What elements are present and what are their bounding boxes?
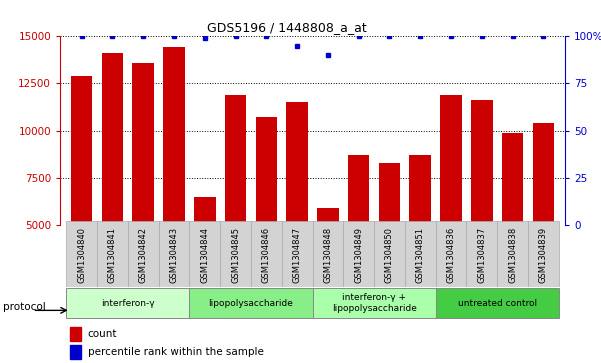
Bar (528, 221, 559, 287)
Bar (405, 221, 436, 287)
Bar (225, 95, 246, 225)
Bar (159, 221, 189, 287)
Bar (194, 197, 216, 225)
Bar (163, 47, 185, 225)
Text: GSM1304836: GSM1304836 (447, 227, 456, 283)
Text: GSM1304849: GSM1304849 (354, 227, 363, 283)
Bar (66, 221, 97, 287)
Bar (255, 118, 277, 225)
Bar (532, 123, 554, 225)
Text: GSM1304845: GSM1304845 (231, 227, 240, 283)
Text: GSM1304851: GSM1304851 (416, 227, 425, 283)
Bar (497, 221, 528, 287)
Text: GSM1304844: GSM1304844 (200, 227, 209, 283)
Bar (441, 95, 462, 225)
Bar (132, 63, 154, 225)
Bar (436, 221, 466, 287)
Bar (502, 132, 523, 225)
Text: GSM1304838: GSM1304838 (508, 227, 517, 283)
Text: GSM1304846: GSM1304846 (262, 227, 271, 283)
Text: lipopolysaccharide: lipopolysaccharide (209, 299, 293, 307)
Bar (220, 221, 251, 287)
Bar (317, 208, 339, 225)
Text: GSM1304839: GSM1304839 (539, 227, 548, 283)
Bar (66, 288, 189, 318)
Text: GSM1304848: GSM1304848 (323, 227, 332, 283)
Bar (466, 221, 497, 287)
Bar (348, 155, 370, 225)
Text: GSM1304843: GSM1304843 (169, 227, 178, 283)
Bar (313, 221, 343, 287)
Bar (379, 163, 400, 225)
Bar (71, 76, 93, 225)
Bar (70, 327, 81, 341)
Bar (97, 221, 128, 287)
Bar (374, 221, 405, 287)
Text: GSM1304837: GSM1304837 (477, 227, 486, 283)
Text: GSM1304840: GSM1304840 (77, 227, 86, 283)
Text: GSM1304847: GSM1304847 (293, 227, 302, 283)
Bar (409, 155, 431, 225)
Text: percentile rank within the sample: percentile rank within the sample (88, 347, 264, 357)
Bar (313, 288, 436, 318)
Bar (471, 101, 493, 225)
Bar (70, 345, 81, 359)
Text: GSM1304841: GSM1304841 (108, 227, 117, 283)
Text: GSM1304850: GSM1304850 (385, 227, 394, 283)
Text: count: count (88, 329, 117, 339)
Text: protocol: protocol (3, 302, 46, 312)
Bar (286, 102, 308, 225)
Bar (189, 221, 220, 287)
Bar (102, 53, 123, 225)
Text: GSM1304842: GSM1304842 (139, 227, 148, 283)
Text: interferon-γ: interferon-γ (101, 299, 154, 307)
Bar (282, 221, 313, 287)
Bar (251, 221, 282, 287)
Bar (128, 221, 159, 287)
Title: GDS5196 / 1448808_a_at: GDS5196 / 1448808_a_at (207, 21, 367, 34)
Text: interferon-γ +
lipopolysaccharide: interferon-γ + lipopolysaccharide (332, 293, 416, 313)
Text: untreated control: untreated control (457, 299, 537, 307)
Bar (189, 288, 313, 318)
Bar (343, 221, 374, 287)
Bar (436, 288, 559, 318)
